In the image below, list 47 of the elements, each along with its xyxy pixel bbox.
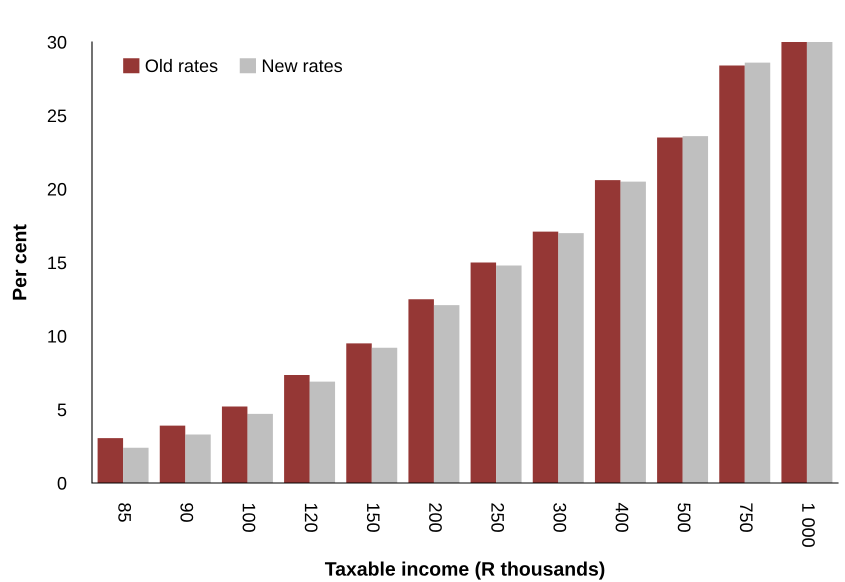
bar [434, 305, 460, 483]
y-axis-title: Per cent [12, 224, 26, 300]
bar [123, 448, 149, 483]
legend-label: Old rates [146, 58, 218, 72]
bar [247, 414, 273, 483]
bar [408, 299, 434, 483]
bar [222, 406, 248, 483]
bar [185, 434, 211, 483]
x-tick-label: 300 [553, 503, 566, 532]
x-tick-label: 750 [740, 503, 753, 532]
bar [594, 180, 620, 483]
bar [532, 232, 558, 483]
y-tick-label: 30 [48, 36, 66, 49]
bar [98, 438, 124, 483]
x-tick-label: 250 [491, 503, 504, 532]
x-tick-label: 100 [242, 504, 256, 532]
bar [372, 348, 398, 483]
bar [744, 62, 770, 483]
legend-label: New rates [262, 60, 342, 72]
x-tick-label: 200 [429, 503, 442, 532]
bar [620, 182, 646, 483]
x-tick-label: 1 000 [802, 504, 815, 547]
y-tick-label: 20 [48, 182, 66, 196]
bar [781, 42, 807, 483]
bar [346, 343, 372, 483]
y-tick-label: 5 [58, 404, 66, 416]
bar [719, 66, 745, 483]
bar [558, 233, 584, 483]
bar [470, 262, 496, 483]
x-tick-label: 400 [616, 502, 628, 532]
y-tick-label: 10 [48, 330, 66, 343]
bar [682, 136, 708, 483]
y-tick-label: 25 [48, 109, 66, 122]
x-tick-label: 85 [118, 503, 132, 522]
x-tick-label: 120 [304, 504, 318, 532]
bar [160, 426, 186, 483]
bar [284, 374, 310, 483]
bar [806, 42, 832, 483]
x-tick-label: 500 [678, 503, 691, 532]
bar [657, 138, 683, 483]
y-tick-label: 0 [58, 476, 66, 490]
bar [496, 265, 522, 483]
y-tick-label: 15 [48, 256, 66, 270]
x-tick-label: 150 [366, 504, 380, 532]
x-tick-label: 90 [180, 503, 194, 522]
bar [310, 382, 336, 483]
x-axis-title: Taxable income (R thousands) [324, 562, 604, 580]
